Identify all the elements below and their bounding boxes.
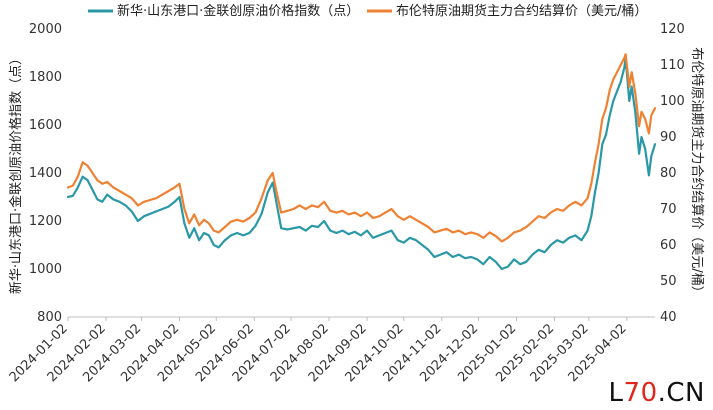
y-right-tick-label: 60: [660, 238, 677, 253]
y-right-tick-label: 90: [660, 130, 677, 145]
legend: 新华·山东港口·金联创原油价格指数（点） 布伦特原油期货主力合约结算价（美元/桶）: [88, 3, 647, 19]
legend-label-1: 新华·山东港口·金联创原油价格指数（点）: [117, 3, 359, 19]
y-right-tick-label: 40: [660, 310, 677, 325]
legend-label-2: 布伦特原油期货主力合约结算价（美元/桶）: [396, 3, 647, 19]
y-right-tick-label: 100: [660, 94, 685, 109]
y-left-tick-label: 1000: [29, 262, 62, 277]
watermark: L70.CN: [609, 378, 705, 408]
y-right-tick-label: 70: [660, 202, 677, 217]
series-layer: [66, 53, 657, 271]
y-left-axis-title: 新华·山东港口·金联创原油价格指数（点）: [8, 52, 24, 294]
y-left-tick-label: 800: [37, 310, 62, 325]
y-left-tick-label: 1800: [29, 70, 62, 85]
y-right-tick-label: 120: [660, 22, 685, 37]
watermark-prefix: L: [608, 378, 624, 408]
y-left-tick-label: 2000: [29, 22, 62, 37]
y-right-axis-title: 布伦特原油期货主力合约结算价（美元/桶）: [689, 47, 705, 298]
series-line-1: [66, 56, 657, 271]
watermark-suffix: .CN: [657, 378, 705, 408]
series-line-2: [66, 53, 657, 243]
axes: 800 1000 1200 1400 1600 1800 2000 40 50 60 70 80 90 1…: [7, 22, 705, 385]
y-right-tick-label: 50: [660, 274, 677, 289]
y-right-tick-label: 80: [660, 166, 677, 181]
y-left-tick-label: 1600: [29, 118, 62, 133]
watermark-accent: 70: [623, 378, 658, 408]
y-left-tick-label: 1400: [29, 166, 62, 181]
y-left-tick-label: 1200: [29, 214, 62, 229]
y-right-tick-label: 110: [660, 58, 685, 73]
